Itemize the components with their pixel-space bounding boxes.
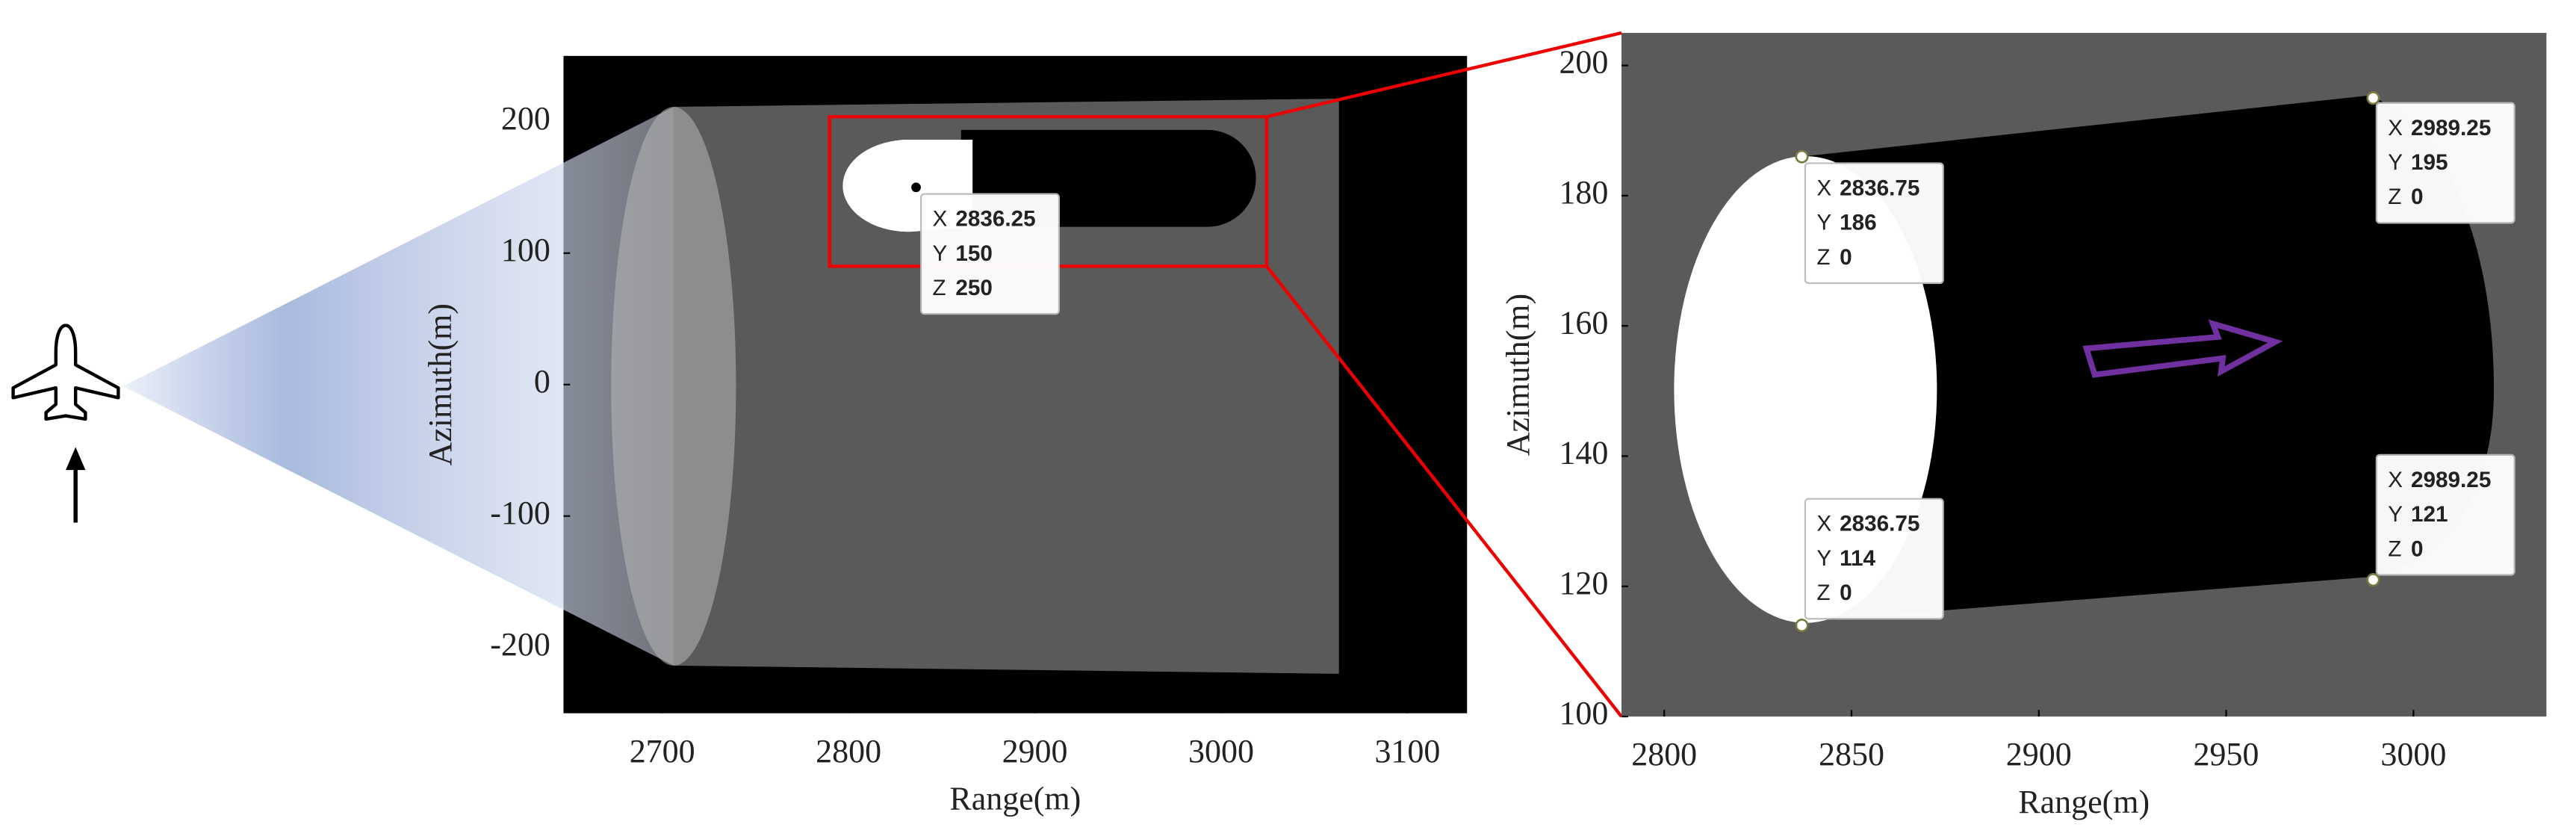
datatip-key: X (2388, 468, 2403, 492)
y-tick-label: 100 (1559, 695, 1608, 731)
x-axis-label: Range(m) (949, 781, 1081, 817)
x-tick-label: 2900 (2006, 736, 2072, 773)
y-tick-label: 140 (1559, 435, 1608, 471)
datatip: X 2836.75 Y 114 Z 0 (1795, 498, 1944, 633)
x-tick-label: 2700 (630, 733, 695, 770)
datatip-value: 2989.25 (2411, 468, 2491, 492)
datatip-key: Y (2388, 150, 2403, 175)
datatip-value: 2989.25 (2411, 116, 2491, 140)
datatip-value: 0 (2411, 185, 2424, 209)
datatip-value: 250 (955, 276, 993, 300)
direction-arrow (2082, 319, 2283, 378)
datatip: X 2989.25 Y 195 Z 0 (2366, 91, 2516, 224)
annotations: 2700 2800 2900 3000 3100 200 100 0 -100 -200 Range… (422, 44, 2516, 820)
datatip-value: 186 (1840, 211, 1877, 235)
datatip-value: 0 (1840, 245, 1852, 270)
datatip-marker (2366, 573, 2380, 587)
radar-beam (122, 107, 674, 666)
datatip-value: 2836.75 (1840, 176, 1919, 200)
x-tick-label: 2800 (1631, 736, 1697, 773)
datatip-value: 150 (955, 241, 993, 266)
y-tick-label: 100 (501, 232, 550, 268)
datatip-marker (909, 180, 923, 194)
x-tick-label: 3000 (1188, 733, 1254, 770)
datatip-box (1804, 162, 1944, 285)
datatip-key: Z (2388, 536, 2401, 561)
datatip-value: 195 (2411, 150, 2448, 175)
x-tick-label: 2950 (2194, 736, 2259, 773)
datatip-key: X (1816, 176, 1831, 200)
x-tick-label: 3000 (2380, 736, 2446, 773)
datatip-box (2375, 102, 2516, 224)
datatip-value: 2836.25 (955, 207, 1035, 232)
datatip-key: Z (2388, 185, 2401, 209)
y-axis-label: Azimuth(m) (1500, 294, 1536, 456)
y-tick-label: 200 (1559, 44, 1608, 81)
x-tick-label: 2850 (1819, 736, 1884, 773)
datatip-box (920, 193, 1061, 315)
y-tick-label: 180 (1559, 174, 1608, 211)
x-tick-label: 2800 (816, 733, 881, 770)
y-tick-label: 0 (534, 363, 550, 400)
datatip-key: Z (1816, 245, 1830, 270)
datatip-marker (1795, 619, 1809, 633)
datatip-value: 0 (1840, 581, 1852, 605)
y-tick-label: -100 (490, 495, 550, 531)
aircraft-icon (11, 323, 120, 421)
datatip-key: Y (1816, 546, 1831, 571)
x-tick-label: 3100 (1374, 733, 1440, 770)
datatip-key: Z (933, 276, 946, 300)
datatip-key: X (933, 207, 948, 232)
datatip-key: X (2388, 116, 2403, 140)
datatip-value: 114 (1840, 546, 1875, 571)
y-tick-label: 160 (1559, 304, 1608, 341)
y-tick-label: 120 (1559, 565, 1608, 601)
zoom-line (1265, 265, 1623, 718)
datatip-value: 2836.75 (1840, 512, 1919, 536)
motion-arrowhead (65, 447, 86, 471)
datatip-box (2375, 453, 2516, 576)
target-shadow (1805, 95, 2495, 622)
datatip-key: Z (1816, 581, 1830, 605)
zoom-line (1266, 31, 1622, 119)
datatip: X 2836.75 Y 186 Z 0 (1795, 149, 1944, 285)
datatip: X 2836.25 Y 150 Z 250 (909, 180, 1061, 315)
y-axis-label: Azimuth(m) (422, 303, 459, 465)
datatip-marker (1795, 149, 1809, 164)
datatip-marker (2366, 91, 2380, 105)
datatip: X 2989.25 Y 121 Z 0 (2366, 453, 2516, 587)
datatip-key: Y (933, 241, 948, 266)
x-tick-label: 2900 (1002, 733, 1068, 770)
y-tick-label: -200 (490, 626, 550, 663)
datatip-value: 121 (2411, 502, 2448, 527)
datatip-key: Y (1816, 211, 1831, 235)
datatip-key: X (1816, 512, 1831, 536)
illuminated-area (673, 99, 1339, 674)
y-tick-label: 200 (501, 100, 550, 137)
datatip-value: 0 (2411, 536, 2424, 561)
beam-footprint (611, 107, 736, 666)
datatip-key: Y (2388, 502, 2403, 527)
x-axis-label: Range(m) (2018, 784, 2150, 820)
datatip-box (1804, 498, 1944, 620)
